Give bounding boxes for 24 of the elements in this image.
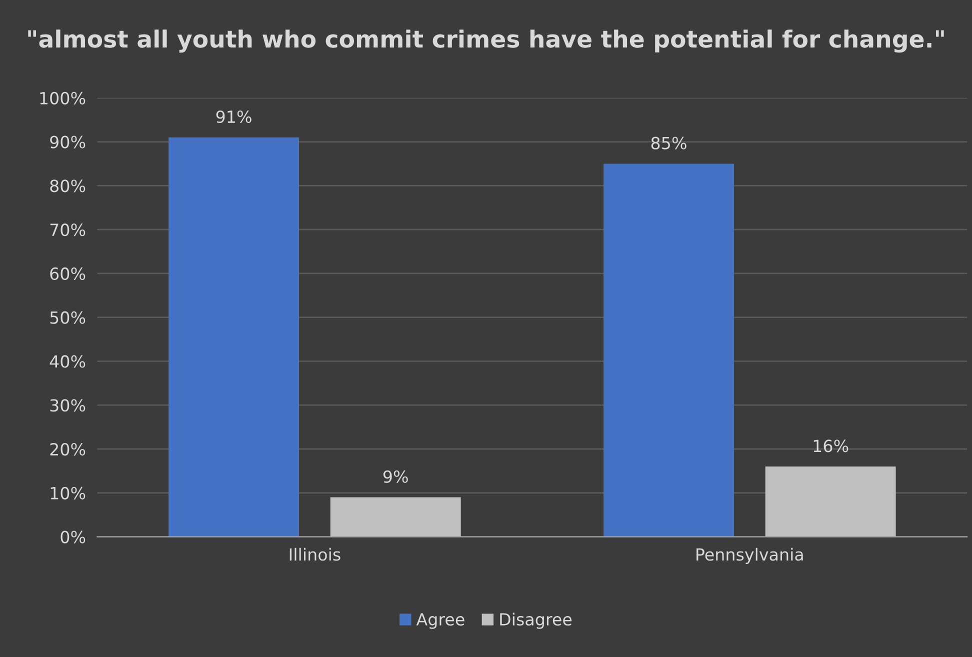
data-label: 91% [216, 110, 252, 124]
data-label: 16% [814, 440, 848, 452]
y-tick-label: 50% [50, 311, 86, 324]
y-tick-label: 70% [50, 224, 86, 236]
bar [330, 497, 461, 537]
y-tick-label: 100% [40, 92, 86, 104]
x-tick-label: Pennsylvania [696, 548, 803, 564]
legend-label: Disagree [500, 612, 572, 629]
bar [604, 164, 734, 537]
data-label: 85% [651, 136, 686, 150]
chart-title: "almost all youth who commit crimes have the potential for change." [28, 30, 944, 53]
y-tick-label: 80% [50, 180, 86, 192]
y-tick-label: 10% [50, 486, 86, 500]
y-tick-label: 20% [50, 442, 86, 456]
bar [168, 137, 300, 537]
bar [765, 466, 896, 537]
y-tick-label: 0% [60, 530, 86, 544]
y-tick-label: 90% [50, 136, 86, 148]
legend-label: Agree [416, 613, 464, 629]
x-tick-label: Illinois [290, 548, 340, 561]
y-tick-label: 30% [50, 399, 86, 412]
y-tick-label: 60% [50, 267, 86, 280]
y-tick-label: 40% [50, 355, 86, 368]
data-label: 9% [383, 470, 408, 483]
